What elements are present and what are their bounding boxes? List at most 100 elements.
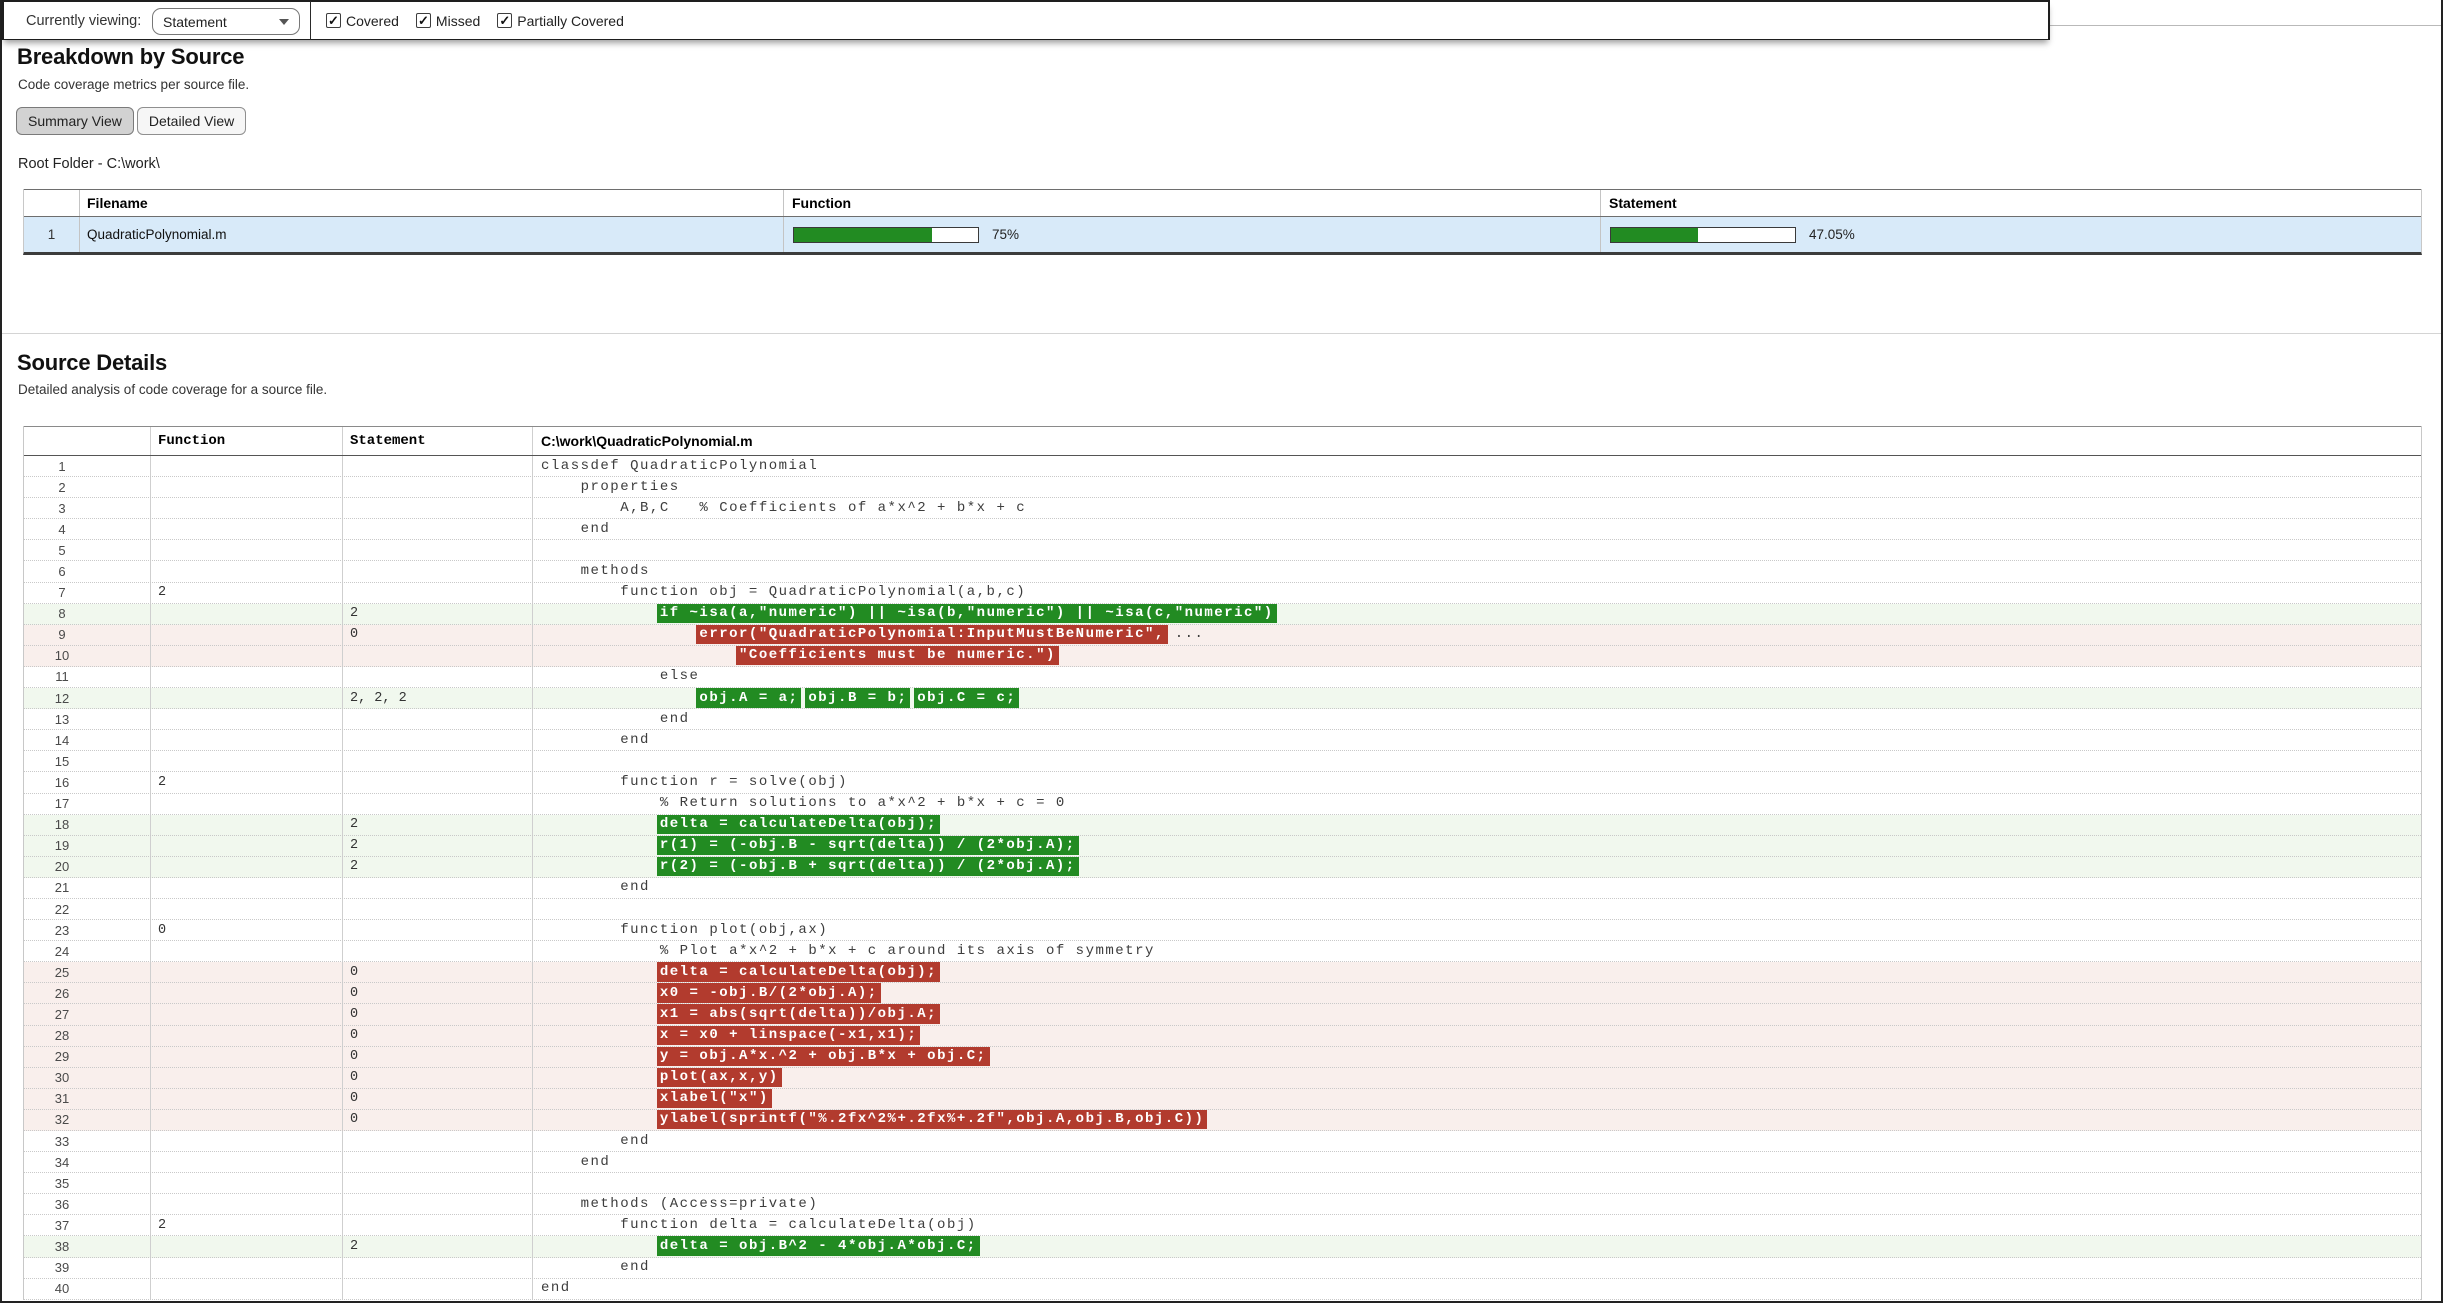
line-number: 37 xyxy=(24,1215,151,1236)
function-hit-count xyxy=(151,877,343,898)
view-toggle-buttons: Summary View Detailed View xyxy=(16,107,247,135)
line-number: 36 xyxy=(24,1194,151,1215)
source-code-cell: xlabel("x") xyxy=(533,1088,2421,1109)
function-hit-count xyxy=(151,941,343,962)
source-code-line: A,B,C % Coefficients of a*x^2 + b*x + c xyxy=(541,498,1026,518)
statement-hit-count xyxy=(343,709,533,730)
breakdown-table-row[interactable]: 1 QuadraticPolynomial.m 75% 47.05% xyxy=(24,217,2421,252)
source-code-cell: end xyxy=(533,1131,2421,1151)
line-number: 22 xyxy=(24,898,151,920)
detailed-view-button[interactable]: Detailed View xyxy=(136,107,247,135)
plain-code-text xyxy=(541,1006,660,1022)
toolbar-divider xyxy=(310,1,311,40)
statement-hit-count xyxy=(343,561,533,582)
source-line-row: 8 2 if ~isa(a,"numeric") || ~isa(b,"numer… xyxy=(24,603,2421,625)
source-code-line: r(1) = (-obj.B - sqrt(delta)) / (2*obj.A… xyxy=(541,835,1079,856)
plain-code-text xyxy=(541,1111,660,1127)
plain-code-text: methods (Access=private) xyxy=(541,1195,819,1212)
statement-hit-count xyxy=(343,540,533,561)
source-code-cell xyxy=(533,899,2421,919)
source-code-cell: end xyxy=(533,878,2421,898)
source-line-row: 27 0 x1 = abs(sqrt(delta))/obj.A; xyxy=(24,1004,2421,1026)
line-number: 11 xyxy=(24,666,151,688)
statement-hit-count xyxy=(343,920,533,941)
function-hit-count xyxy=(151,1173,343,1194)
plain-code-text: function r = solve(obj) xyxy=(541,773,848,790)
statement-hit-count xyxy=(343,1257,533,1278)
statement-hit-count: 0 xyxy=(343,1109,533,1130)
line-number: 19 xyxy=(24,835,151,856)
missed-code-highlight: x0 = -obj.B/(2*obj.A); xyxy=(656,983,881,1003)
source-code-cell: error("QuadraticPolynomial:InputMustBeNu… xyxy=(533,624,2421,645)
source-line-row: 4 end xyxy=(24,519,2421,541)
filter-covered[interactable]: Covered xyxy=(326,13,399,29)
line-number: 16 xyxy=(24,772,151,793)
metric-select-value: Statement xyxy=(163,13,227,30)
statement-hit-count xyxy=(343,1131,533,1152)
plain-code-text xyxy=(541,647,739,663)
statement-hit-count xyxy=(343,877,533,898)
line-number: 2 xyxy=(24,477,151,498)
source-code-line: delta = obj.B^2 - 4*obj.A*obj.C; xyxy=(541,1236,980,1257)
function-coverage-bar-fill xyxy=(794,227,932,242)
covered-code-highlight: obj.C = c; xyxy=(914,688,1020,708)
summary-view-button[interactable]: Summary View xyxy=(16,107,134,135)
source-line-row: 30 0 plot(ax,x,y) xyxy=(24,1067,2421,1089)
plain-code-text: A,B,C % Coefficients of a*x^2 + b*x + c xyxy=(541,499,1027,516)
filter-partially-covered[interactable]: Partially Covered xyxy=(497,13,624,29)
source-line-row: 5 xyxy=(24,540,2421,562)
source-code-cell: A,B,C % Coefficients of a*x^2 + b*x + c xyxy=(533,498,2421,518)
statement-hit-count: 2 xyxy=(343,603,533,624)
source-code-cell: obj.A = a; obj.B = b; obj.C = c; xyxy=(533,688,2421,708)
source-code-line: methods xyxy=(541,561,650,581)
statement-hit-count xyxy=(343,941,533,962)
statement-hit-count xyxy=(343,898,533,920)
statement-hit-count xyxy=(343,1152,533,1173)
source-line-row: 20 2 r(2) = (-obj.B + sqrt(delta)) / (2*o… xyxy=(24,856,2421,878)
function-hit-count xyxy=(151,477,343,498)
source-code-cell: plot(ax,x,y) xyxy=(533,1067,2421,1088)
function-hit-count xyxy=(151,962,343,983)
missed-code-highlight: error("QuadraticPolynomial:InputMustBeNu… xyxy=(696,624,1168,645)
source-line-row: 22 xyxy=(24,898,2421,921)
source-code-line: "Coefficients must be numeric.") xyxy=(541,645,1059,666)
plain-code-text: function plot(obj,ax) xyxy=(541,921,829,938)
plain-code-text xyxy=(541,964,660,980)
covered-code-highlight: delta = obj.B^2 - 4*obj.A*obj.C; xyxy=(656,1236,980,1257)
source-code-cell: methods xyxy=(533,561,2421,581)
source-line-row: 40 end xyxy=(24,1278,2421,1300)
source-code-line: delta = calculateDelta(obj); xyxy=(541,814,941,835)
line-number: 13 xyxy=(24,709,151,730)
breakdown-section-title: Breakdown by Source xyxy=(17,44,245,69)
source-line-row: 13 end xyxy=(24,709,2421,731)
source-code-line: end xyxy=(541,878,650,898)
plain-code-text: classdef QuadraticPolynomial xyxy=(541,457,819,474)
function-coverage-bar xyxy=(793,226,979,243)
missed-code-highlight: x1 = abs(sqrt(delta))/obj.A; xyxy=(656,1004,941,1024)
metric-select-dropdown[interactable]: Statement xyxy=(152,8,300,35)
source-code-line: if ~isa(a,"numeric") || ~isa(b,"numeric"… xyxy=(541,603,1277,624)
plain-code-text xyxy=(541,1069,660,1085)
covered-code-highlight: r(1) = (-obj.B - sqrt(delta)) / (2*obj.A… xyxy=(656,835,1079,856)
source-code-line: error("QuadraticPolynomial:InputMustBeNu… xyxy=(541,624,1204,645)
statement-hit-count xyxy=(343,1194,533,1215)
function-hit-count xyxy=(151,540,343,561)
statement-hit-count xyxy=(343,1215,533,1236)
filter-missed[interactable]: Missed xyxy=(415,13,480,29)
plain-code-text xyxy=(541,1048,660,1064)
source-code-line: x = x0 + linspace(-x1,x1); xyxy=(541,1025,921,1046)
header-line-number xyxy=(24,427,151,455)
line-number: 5 xyxy=(24,540,151,561)
line-number: 21 xyxy=(24,877,151,898)
source-code-cell: end xyxy=(533,709,2421,729)
source-code-line: else xyxy=(541,667,699,687)
covered-code-highlight: obj.B = b; xyxy=(805,688,911,708)
breakdown-table: Filename Function Statement 1 QuadraticPo… xyxy=(23,189,2422,255)
function-hit-count xyxy=(151,1046,343,1067)
source-line-row: 21 end xyxy=(24,877,2421,899)
source-code-line: function r = solve(obj) xyxy=(541,772,848,792)
statement-coverage-cell: 47.05% xyxy=(1601,217,2421,252)
source-code-cell: else xyxy=(533,667,2421,687)
line-number: 3 xyxy=(24,498,151,519)
